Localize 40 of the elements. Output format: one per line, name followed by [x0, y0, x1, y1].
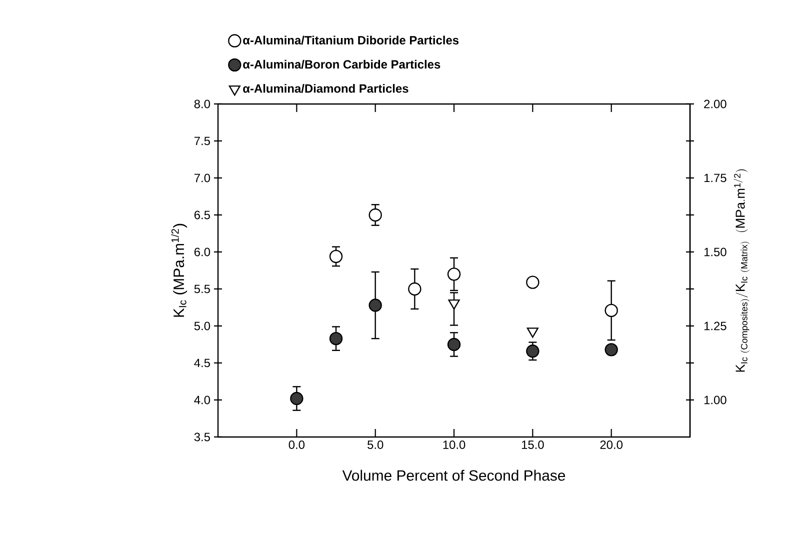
point [290, 392, 304, 406]
legend-label: α-Alumina/Diamond Particles [243, 84, 408, 93]
x-axis-title: Volume Percent of Second Phase [342, 470, 566, 481]
legend-label: α-Alumina/Boron Carbide Particles [243, 60, 440, 69]
y-tick-label: 7.5 [194, 136, 210, 146]
point [604, 343, 618, 356]
y-tick-label: 5.0 [194, 322, 210, 330]
y2-tick-label: 1.75 [704, 174, 726, 182]
y-tick-label: 8.0 [194, 100, 210, 108]
y-tick-label: 7.0 [194, 174, 210, 182]
point [368, 298, 382, 312]
y-tick-label: 4.5 [194, 358, 210, 368]
y-tick-label: 6.5 [194, 210, 210, 220]
x-tick-label: 5.0 [368, 440, 384, 449]
y-tick-label: 6.0 [194, 248, 210, 256]
x-tick-label: 15.0 [522, 440, 544, 449]
y-axis-title: K$_{Ic}$ (MPa.m$^{1/2}$) [171, 224, 188, 317]
point [329, 332, 343, 346]
point [329, 250, 343, 264]
point [447, 338, 461, 352]
point [447, 268, 461, 281]
y2-axis-title: $\mathrm{K_{Ic\ (Composites)}/K_{Ic\ (Matrix)}\ \ (MPa.m^{1/2})}$ [734, 169, 750, 372]
point [526, 344, 540, 358]
x-tick-label: 20.0 [600, 440, 623, 449]
y2-tick-label: 1.50 [704, 248, 726, 256]
legend-label: α-Alumina/Titanium Diboride Particles [243, 36, 459, 45]
point [368, 208, 382, 222]
point [604, 304, 618, 318]
y-tick-label: 4.0 [194, 396, 210, 404]
y-tick-label: 5.5 [194, 284, 210, 294]
y2-tick-label: 1.00 [704, 396, 726, 404]
x-tick-label: 0.0 [288, 440, 305, 449]
point [448, 299, 460, 310]
y2-tick-label: 2.00 [704, 100, 726, 108]
y2-tick-label: 1.25 [704, 322, 726, 330]
point [408, 282, 422, 296]
point [526, 276, 540, 289]
point [526, 328, 538, 338]
y-tick-label: 3.5 [194, 432, 210, 442]
x-tick-label: 10.0 [443, 440, 466, 449]
